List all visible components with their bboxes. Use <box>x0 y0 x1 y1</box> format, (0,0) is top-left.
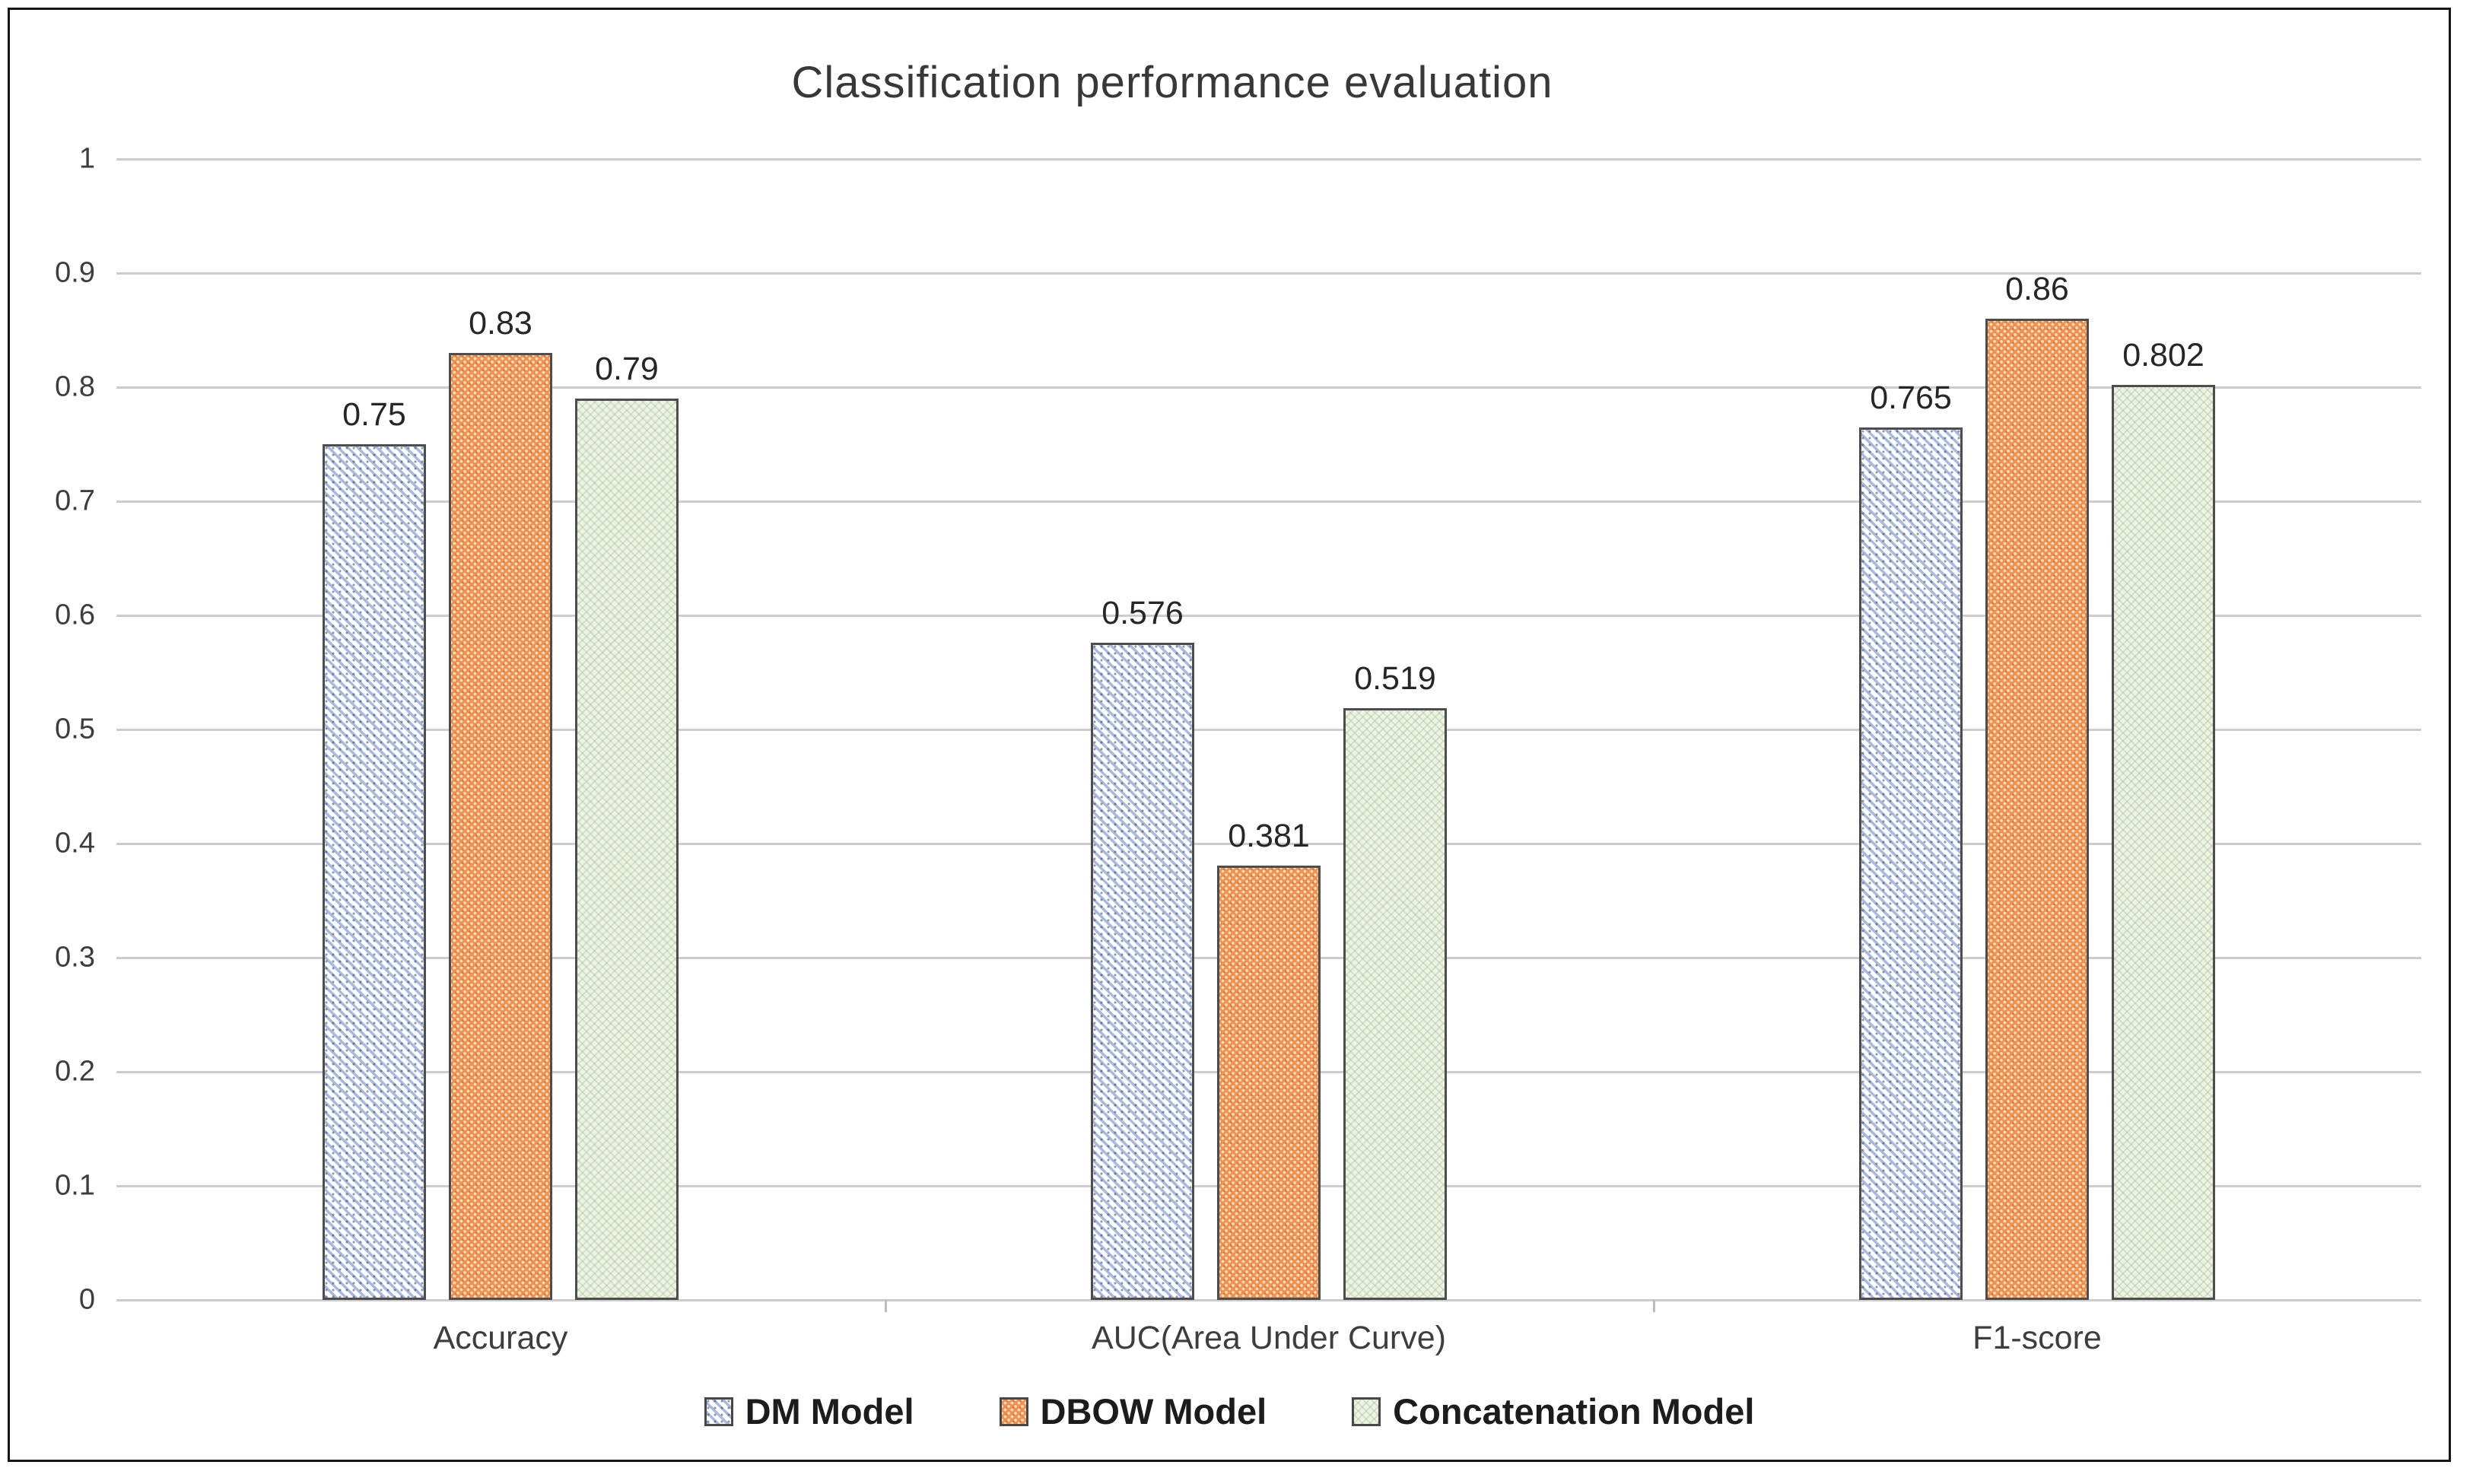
category-group-f1-score: 0.765 0.86 0.802 F1-score <box>1653 159 2421 1356</box>
y-tick-label: 0.4 <box>55 827 95 860</box>
y-tick-label: 0.5 <box>55 713 95 745</box>
bar-slot-dm-model: 0.765 <box>1859 159 1963 1300</box>
legend-label: DBOW Model <box>1040 1391 1267 1432</box>
gridline <box>116 615 2421 617</box>
x-axis-boundary-tick <box>885 1300 887 1312</box>
gridline <box>116 386 2421 389</box>
y-tick-label: 0.6 <box>55 599 95 631</box>
value-label: 0.519 <box>1354 659 1436 697</box>
gridline <box>116 272 2421 275</box>
legend-item-dm-model: DM Model <box>704 1390 914 1432</box>
bar-slot-dm-model: 0.576 <box>1091 159 1194 1300</box>
legend: DM Model DBOW Model Concatenation Model <box>10 1390 2449 1432</box>
bar-dbow-model-accuracy <box>449 353 552 1300</box>
legend-swatch-concatenation-model <box>1352 1397 1381 1426</box>
bar-dm-model-f1-score <box>1859 427 1963 1300</box>
x-category-label: Accuracy <box>433 1320 568 1356</box>
bar-slot-concatenation-model: 0.79 <box>575 159 679 1300</box>
value-label: 0.86 <box>2005 271 2069 307</box>
value-label: 0.576 <box>1101 595 1184 631</box>
y-tick-label: 0.3 <box>55 941 95 974</box>
bar-slot-concatenation-model: 0.802 <box>2112 159 2215 1300</box>
chart-title: Classification performance evaluation <box>791 58 1553 107</box>
y-tick-label: 0.1 <box>55 1169 95 1202</box>
x-category-label: F1-score <box>1972 1320 2102 1356</box>
y-tick-label: 0.7 <box>55 485 95 517</box>
legend-label: DM Model <box>745 1391 914 1432</box>
legend-item-concatenation-model: Concatenation Model <box>1352 1390 1754 1432</box>
value-label: 0.765 <box>1870 379 1952 416</box>
plot-area: 1 0.9 0.8 0.7 0.6 0.5 0.4 0.3 0.2 0.1 0 0.75 0.83 0.… <box>55 143 2421 1356</box>
y-tick-label: 1 <box>78 142 95 175</box>
gridline <box>116 729 2421 731</box>
bar-slot-concatenation-model: 0.519 <box>1343 159 1447 1300</box>
y-tick-label: 0 <box>78 1283 95 1316</box>
bar-groups: 0.75 0.83 0.79 Accuracy 0.576 0.381 0.519 AUC(A… <box>116 159 2421 1356</box>
bar-slot-dbow-model: 0.83 <box>449 159 552 1300</box>
legend-item-dbow-model: DBOW Model <box>999 1390 1267 1432</box>
x-axis-boundary-tick <box>1653 1300 1655 1312</box>
gridline <box>116 500 2421 503</box>
legend-label: Concatenation Model <box>1393 1391 1755 1432</box>
bar-dm-model-accuracy <box>323 444 426 1300</box>
bar-slot-dbow-model: 0.86 <box>1985 159 2089 1300</box>
bar-slot-dbow-model: 0.381 <box>1217 159 1321 1300</box>
legend-swatch-dm-model <box>704 1397 733 1426</box>
gridline <box>116 843 2421 845</box>
gridline <box>116 1299 2421 1301</box>
y-tick-label: 0.2 <box>55 1055 95 1088</box>
value-label: 0.83 <box>469 305 532 342</box>
bar-dbow-model-auc-area-under-curve <box>1217 865 1321 1300</box>
bar-slot-dm-model: 0.75 <box>323 159 426 1300</box>
value-label: 0.802 <box>2122 337 2204 374</box>
bar-dbow-model-f1-score <box>1985 319 2089 1300</box>
value-label: 0.75 <box>342 396 406 433</box>
bar-concatenation-model-auc-area-under-curve <box>1343 707 1447 1300</box>
bar-concatenation-model-accuracy <box>575 399 679 1300</box>
x-category-label: AUC(Area Under Curve) <box>1092 1320 1446 1356</box>
y-tick-label: 0.9 <box>55 256 95 289</box>
bar-dm-model-auc-area-under-curve <box>1091 643 1194 1300</box>
y-tick-label: 0.8 <box>55 370 95 403</box>
category-group-auc-area-under-curve: 0.576 0.381 0.519 AUC(Area Under Curve) <box>885 159 1653 1356</box>
category-group-accuracy: 0.75 0.83 0.79 Accuracy <box>116 159 885 1356</box>
gridline <box>116 158 2421 160</box>
legend-swatch-dbow-model <box>999 1397 1028 1426</box>
value-label: 0.381 <box>1228 817 1310 854</box>
bar-concatenation-model-f1-score <box>2112 385 2215 1300</box>
value-label: 0.79 <box>595 351 659 387</box>
